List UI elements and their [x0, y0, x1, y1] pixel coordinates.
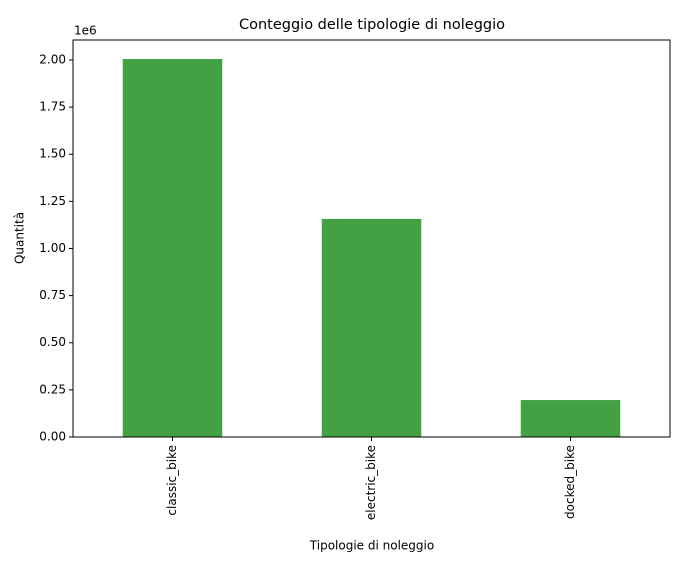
- y-tick-label: 1.75: [39, 100, 66, 114]
- y-tick-label: 1.25: [39, 194, 66, 208]
- bar: [321, 218, 422, 437]
- y-offset-label: 1e6: [74, 24, 97, 38]
- y-tick-label: 0.25: [39, 382, 66, 396]
- bar: [122, 59, 223, 438]
- y-tick-label: 0.50: [39, 335, 66, 349]
- x-tick-label: classic_bike: [165, 445, 179, 516]
- x-axis-label: Tipologie di noleggio: [309, 539, 434, 553]
- bar: [520, 400, 621, 437]
- x-tick-label: docked_bike: [563, 445, 577, 519]
- y-axis-label: Quantità: [13, 212, 27, 264]
- y-tick-label: 1.50: [39, 147, 66, 161]
- x-tick-label: electric_bike: [364, 445, 378, 520]
- y-tick-label: 0.75: [39, 288, 66, 302]
- chart-title: Conteggio delle tipologie di noleggio: [239, 17, 505, 33]
- y-tick-label: 0.00: [39, 430, 66, 444]
- y-tick-label: 1.00: [39, 241, 66, 255]
- y-tick-label: 2.00: [39, 52, 66, 66]
- plot-frame: [72, 39, 671, 438]
